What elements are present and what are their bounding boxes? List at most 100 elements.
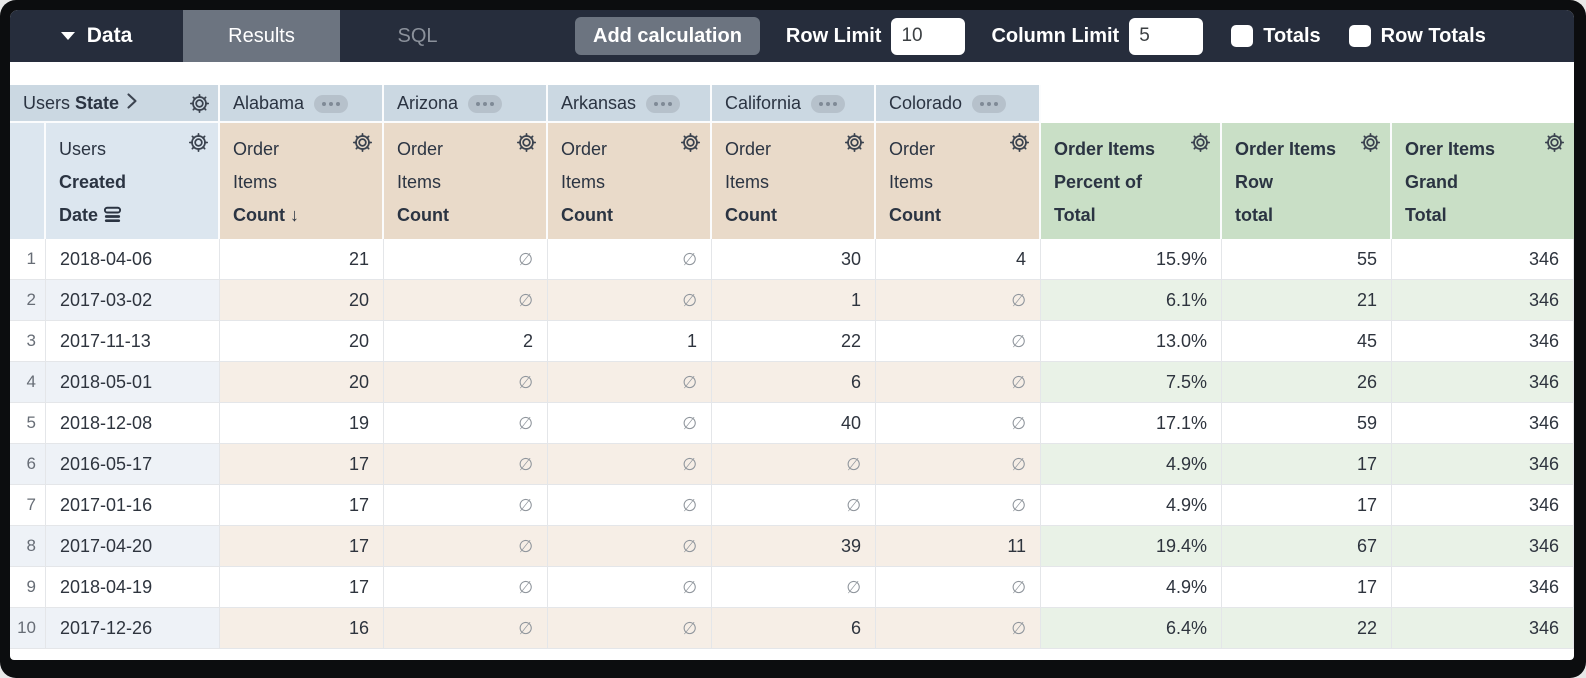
- measure-value-cell[interactable]: 20: [220, 280, 384, 321]
- dimension-header-users-created-date[interactable]: Users Created Date: [46, 123, 220, 239]
- measure-value-cell[interactable]: 21: [220, 239, 384, 280]
- measure-value-cell[interactable]: 2: [384, 321, 548, 362]
- measure-value-cell[interactable]: 1: [712, 280, 876, 321]
- measure-line3: Count: [397, 205, 449, 225]
- row-limit-input[interactable]: [891, 17, 966, 55]
- pivot-field-header[interactable]: Users State: [10, 85, 220, 123]
- pivot-header-arizona[interactable]: Arizona: [384, 85, 548, 123]
- pivot-value-label: Arizona: [397, 92, 459, 113]
- measure-line2: Items: [397, 172, 442, 192]
- measure-value-cell[interactable]: 39: [712, 526, 876, 567]
- tab-results[interactable]: Results: [183, 10, 340, 62]
- date-cell[interactable]: 2017-03-02: [46, 280, 220, 321]
- measure-header-alabama[interactable]: Order Items Count ↓: [220, 123, 384, 239]
- column-menu-icon[interactable]: [468, 94, 503, 113]
- date-cell[interactable]: 2016-05-17: [46, 444, 220, 485]
- tab-sql[interactable]: SQL: [397, 24, 438, 47]
- measure-value-cell[interactable]: 17: [220, 526, 384, 567]
- measure-value-cell[interactable]: 40: [712, 403, 876, 444]
- measure-value-cell[interactable]: 4: [876, 239, 1041, 280]
- null-symbol: ∅: [1011, 290, 1026, 310]
- row-number-header: [10, 123, 46, 239]
- column-menu-icon[interactable]: [314, 94, 349, 113]
- add-calculation-button[interactable]: Add calculation: [575, 17, 760, 55]
- gear-icon[interactable]: [1544, 132, 1565, 153]
- null-symbol: ∅: [518, 372, 533, 392]
- pivot-header-california[interactable]: California: [712, 85, 876, 123]
- measure-value-cell[interactable]: 6: [712, 362, 876, 403]
- null-symbol: ∅: [682, 413, 697, 433]
- row-number-cell: 8: [10, 526, 46, 567]
- date-cell[interactable]: 2017-01-16: [46, 485, 220, 526]
- measure-line2: Items: [889, 172, 934, 192]
- measure-value-cell[interactable]: 17: [220, 444, 384, 485]
- gear-icon[interactable]: [1360, 132, 1381, 153]
- null-cell: ∅: [384, 485, 548, 526]
- calc-line2: Row: [1235, 172, 1273, 192]
- totals-checkbox[interactable]: [1231, 25, 1254, 47]
- measure-value-cell[interactable]: 6: [712, 608, 876, 649]
- date-cell[interactable]: 2018-12-08: [46, 403, 220, 444]
- null-symbol: ∅: [846, 577, 861, 597]
- gear-icon[interactable]: [516, 132, 537, 153]
- measure-value-cell[interactable]: 1: [548, 321, 712, 362]
- data-section-toggle[interactable]: Data: [10, 10, 183, 62]
- measure-header-california[interactable]: Order Items Count: [712, 123, 876, 239]
- null-symbol: ∅: [682, 536, 697, 556]
- measure-value-cell[interactable]: 17: [220, 485, 384, 526]
- gear-icon[interactable]: [188, 132, 209, 153]
- calc-header-order-items-row-total[interactable]: Order Items Row total: [1222, 123, 1392, 239]
- null-cell: ∅: [876, 403, 1041, 444]
- measure-value-cell[interactable]: 17: [220, 567, 384, 608]
- measure-value-cell[interactable]: 11: [876, 526, 1041, 567]
- pivot-header-alabama[interactable]: Alabama: [220, 85, 384, 123]
- pivot-header-arkansas[interactable]: Arkansas: [548, 85, 712, 123]
- gear-icon[interactable]: [189, 93, 210, 114]
- null-symbol: ∅: [682, 577, 697, 597]
- measure-value-cell[interactable]: 20: [220, 321, 384, 362]
- pivot-header-colorado[interactable]: Colorado: [876, 85, 1041, 123]
- results-table: Users State Alabama Arizona Arkansas Califo…: [10, 85, 1574, 649]
- pivot-header-blank: [1041, 85, 1222, 123]
- gear-icon[interactable]: [1009, 132, 1030, 153]
- pivot-header-row: Users State Alabama Arizona Arkansas Califo…: [10, 85, 1574, 123]
- calc-line1: Orer Items: [1405, 139, 1496, 159]
- calc-value-cell: 346: [1392, 280, 1574, 321]
- gear-icon[interactable]: [352, 132, 373, 153]
- measure-header-arkansas[interactable]: Order Items Count: [548, 123, 712, 239]
- calc-header-order-items-percent-of-total[interactable]: Order Items Percent of Total: [1041, 123, 1222, 239]
- date-cell[interactable]: 2018-05-01: [46, 362, 220, 403]
- table-row: 6 2016-05-17 17 ∅ ∅ ∅ ∅ 4.9% 17 346: [10, 444, 1574, 485]
- measure-value-cell[interactable]: 19: [220, 403, 384, 444]
- column-menu-icon[interactable]: [972, 94, 1007, 113]
- measure-value-cell[interactable]: 16: [220, 608, 384, 649]
- gear-icon[interactable]: [1190, 132, 1211, 153]
- date-cell[interactable]: 2017-04-20: [46, 526, 220, 567]
- null-cell: ∅: [548, 485, 712, 526]
- measure-value-cell[interactable]: 22: [712, 321, 876, 362]
- calc-value-cell: 26: [1222, 362, 1392, 403]
- null-symbol: ∅: [518, 577, 533, 597]
- gear-icon[interactable]: [844, 132, 865, 153]
- explore-results-panel: Data Results SQL Add calculation Row Lim…: [10, 10, 1574, 660]
- measure-value-cell[interactable]: 30: [712, 239, 876, 280]
- date-cell[interactable]: 2018-04-06: [46, 239, 220, 280]
- calc-value-cell: 13.0%: [1041, 321, 1222, 362]
- measure-header-arizona[interactable]: Order Items Count: [384, 123, 548, 239]
- null-cell: ∅: [384, 444, 548, 485]
- date-cell[interactable]: 2018-04-19: [46, 567, 220, 608]
- row-totals-checkbox[interactable]: [1348, 25, 1371, 47]
- column-menu-icon[interactable]: [646, 94, 681, 113]
- column-menu-icon[interactable]: [811, 94, 846, 113]
- measure-value-cell[interactable]: 20: [220, 362, 384, 403]
- gear-icon[interactable]: [680, 132, 701, 153]
- measure-line2: Items: [233, 172, 278, 192]
- calc-value-cell: 6.4%: [1041, 608, 1222, 649]
- calc-header-orer-items-grand-total[interactable]: Orer Items Grand Total: [1392, 123, 1574, 239]
- measure-header-colorado[interactable]: Order Items Count: [876, 123, 1041, 239]
- null-cell: ∅: [876, 321, 1041, 362]
- column-limit-input[interactable]: [1129, 17, 1204, 55]
- date-cell[interactable]: 2017-11-13: [46, 321, 220, 362]
- date-cell[interactable]: 2017-12-26: [46, 608, 220, 649]
- pivot-field-prefix: Users: [23, 92, 71, 113]
